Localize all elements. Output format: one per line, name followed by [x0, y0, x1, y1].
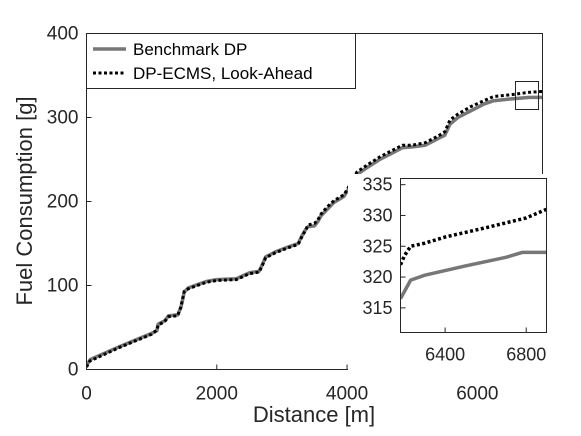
main-y-tick-label: 0 [68, 360, 79, 381]
main-plot-series [86, 89, 543, 368]
inset-plot-frame [400, 178, 547, 333]
main-y-tick-label: 400 [47, 24, 79, 45]
main-series-line-1 [86, 89, 543, 368]
legend-label-benchmark-dp: Benchmark DP [133, 40, 247, 59]
inset-y-tick-label: 325 [362, 236, 392, 256]
inset-plot-series [400, 207, 547, 300]
inset-axis-ticks: 6400 6800 315 320 325 330 335 [362, 175, 546, 365]
inset-x-tick-label: 6400 [425, 345, 465, 365]
legend: Benchmark DP DP-ECMS, Look-Ahead [86, 33, 356, 89]
main-axis-ticks: 0 2000 4000 6000 0 100 200 300 400 [47, 24, 499, 405]
x-axis-label: Distance [m] [253, 402, 375, 427]
main-x-tick-label: 6000 [456, 384, 498, 405]
main-x-tick-label: 2000 [196, 384, 238, 405]
inset-x-tick-label: 6800 [506, 345, 546, 365]
legend-box [86, 33, 356, 89]
legend-label-dp-ecms: DP-ECMS, Look-Ahead [133, 64, 313, 83]
inset-series-line-1 [400, 207, 547, 266]
inset-y-tick-label: 320 [362, 267, 392, 287]
main-y-tick-label: 100 [47, 276, 79, 297]
main-y-tick-label: 200 [47, 192, 79, 213]
y-axis-label: Fuel Consumption [g] [12, 96, 37, 305]
inset-y-tick-label: 315 [362, 298, 392, 318]
inset-y-tick-label: 335 [362, 175, 392, 195]
inset-series-line-0 [400, 250, 547, 300]
inset-y-tick-label: 330 [362, 205, 392, 225]
main-y-tick-label: 300 [47, 108, 79, 129]
zoom-region-box [515, 81, 539, 110]
main-x-tick-label: 0 [81, 384, 92, 405]
main-x-tick-label: 4000 [326, 384, 368, 405]
inset-background [348, 174, 580, 372]
